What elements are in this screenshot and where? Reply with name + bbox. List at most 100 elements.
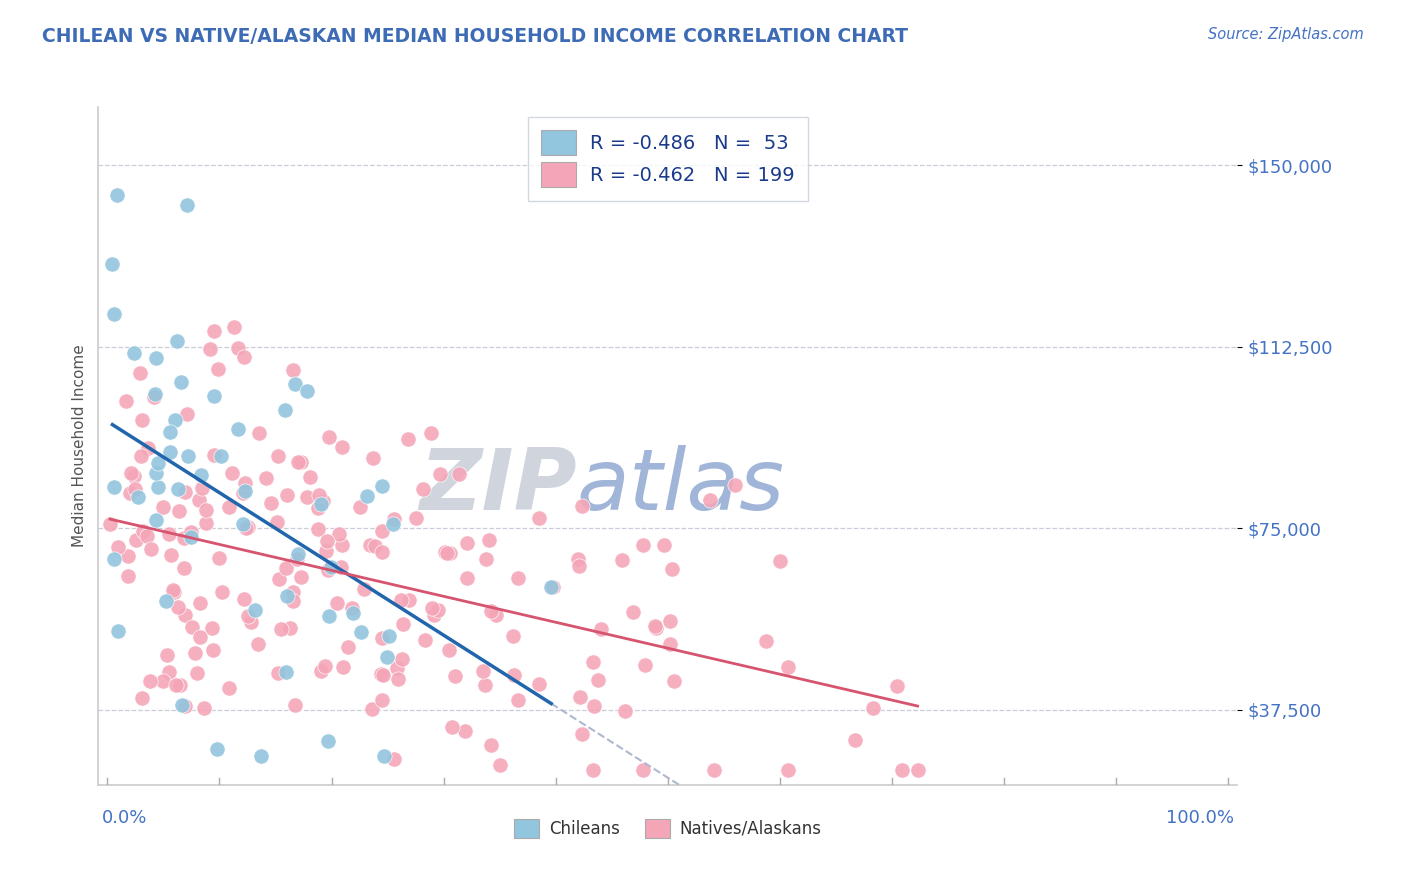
Point — [350, 624, 373, 639]
Point — [247, 637, 270, 651]
Point — [429, 467, 451, 482]
Text: ZIP: ZIP — [419, 445, 576, 528]
Point — [330, 538, 353, 552]
Point — [218, 500, 240, 514]
Point — [202, 448, 225, 462]
Point — [907, 764, 929, 778]
Point — [356, 489, 378, 503]
Point — [529, 511, 551, 525]
Point — [353, 582, 375, 597]
Point — [235, 521, 257, 535]
Point — [193, 701, 215, 715]
Point — [233, 350, 256, 364]
Point — [699, 492, 721, 507]
Point — [195, 503, 218, 517]
Point — [163, 585, 186, 599]
Point — [342, 606, 364, 620]
Point — [180, 524, 202, 539]
Legend: Chileans, Natives/Alaskans: Chileans, Natives/Alaskans — [508, 812, 828, 845]
Point — [177, 449, 200, 463]
Point — [454, 723, 477, 738]
Point — [267, 573, 290, 587]
Point — [569, 690, 592, 705]
Point — [316, 533, 339, 548]
Point — [361, 450, 384, 465]
Point — [221, 466, 243, 480]
Point — [581, 763, 603, 777]
Point — [191, 481, 214, 495]
Point — [233, 591, 256, 606]
Point — [844, 733, 866, 747]
Point — [314, 658, 336, 673]
Point — [186, 665, 208, 680]
Point — [208, 551, 231, 566]
Point — [434, 545, 457, 559]
Point — [614, 704, 637, 718]
Point — [662, 674, 685, 689]
Point — [423, 608, 446, 623]
Point — [297, 490, 319, 504]
Point — [502, 668, 524, 682]
Point — [318, 609, 340, 624]
Point — [312, 494, 335, 508]
Point — [373, 748, 395, 763]
Point — [233, 475, 256, 490]
Point — [586, 673, 609, 687]
Point — [281, 593, 304, 607]
Point — [326, 596, 349, 610]
Point — [474, 678, 496, 692]
Point — [176, 407, 198, 421]
Point — [259, 496, 281, 510]
Point — [145, 351, 167, 365]
Point — [287, 455, 309, 469]
Point — [778, 659, 800, 673]
Point — [267, 665, 290, 680]
Point — [541, 580, 564, 594]
Point — [307, 522, 329, 536]
Point — [413, 633, 436, 648]
Point — [201, 621, 224, 635]
Point — [284, 698, 307, 712]
Point — [382, 511, 405, 525]
Point — [155, 594, 177, 608]
Point — [316, 733, 339, 747]
Point — [107, 624, 129, 638]
Point — [254, 471, 277, 485]
Point — [278, 621, 301, 635]
Point — [118, 486, 141, 500]
Point — [122, 346, 145, 360]
Point — [165, 678, 187, 692]
Point — [129, 366, 152, 380]
Point — [309, 498, 332, 512]
Point — [375, 649, 398, 664]
Point — [202, 389, 225, 403]
Point — [290, 455, 312, 469]
Point — [180, 530, 202, 544]
Point — [583, 698, 606, 713]
Text: CHILEAN VS NATIVE/ALASKAN MEDIAN HOUSEHOLD INCOME CORRELATION CHART: CHILEAN VS NATIVE/ALASKAN MEDIAN HOUSEHO… — [42, 27, 908, 45]
Point — [156, 648, 179, 662]
Point — [426, 603, 449, 617]
Point — [276, 488, 298, 502]
Point — [391, 652, 413, 666]
Point — [188, 631, 211, 645]
Point — [159, 425, 181, 440]
Point — [891, 764, 914, 778]
Point — [299, 469, 322, 483]
Point — [163, 413, 186, 427]
Point — [226, 341, 249, 355]
Point — [405, 510, 427, 524]
Point — [139, 541, 162, 556]
Point — [232, 517, 254, 532]
Point — [184, 646, 207, 660]
Point — [439, 546, 461, 560]
Point — [658, 615, 681, 629]
Point — [439, 642, 461, 657]
Point — [239, 615, 262, 629]
Point — [188, 492, 211, 507]
Point — [755, 634, 778, 648]
Point — [157, 526, 180, 541]
Point — [274, 561, 297, 575]
Point — [124, 483, 146, 497]
Point — [173, 607, 195, 622]
